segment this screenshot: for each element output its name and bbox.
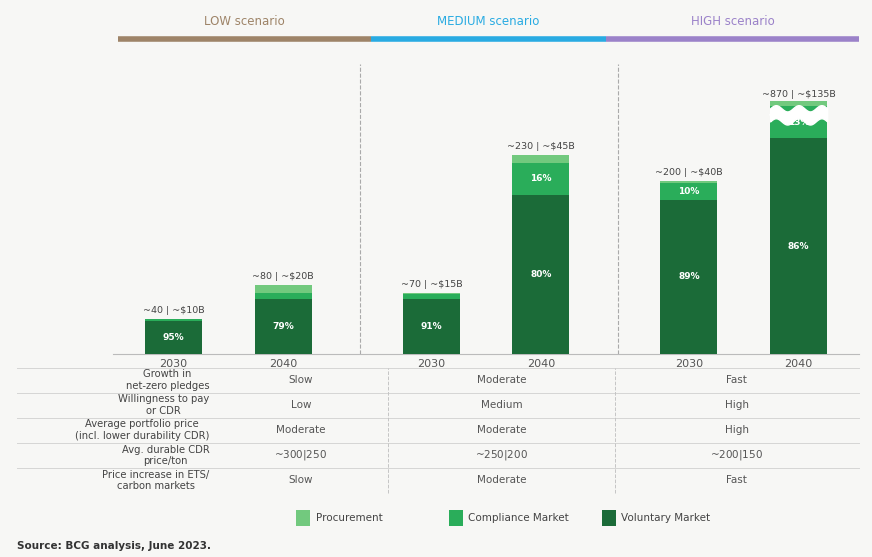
- Text: Slow: Slow: [289, 375, 313, 385]
- Text: ~$250    |    $200: ~$250 | $200: [475, 448, 528, 462]
- Text: ~70 | ~$15B: ~70 | ~$15B: [400, 280, 462, 289]
- Text: Willingness to pay
or CDR: Willingness to pay or CDR: [118, 394, 209, 416]
- Text: LOW scenario: LOW scenario: [204, 15, 284, 28]
- Bar: [255, 285, 312, 293]
- Bar: [403, 293, 460, 294]
- Text: ~$300    |    $250: ~$300 | $250: [275, 448, 327, 462]
- Text: 16%: 16%: [530, 174, 552, 183]
- Text: 89%: 89%: [678, 272, 700, 281]
- Text: Moderate: Moderate: [477, 375, 526, 385]
- Text: ~80 | ~$20B: ~80 | ~$20B: [253, 272, 314, 281]
- Text: ~230 | ~$45B: ~230 | ~$45B: [508, 142, 575, 151]
- Text: Compliance Market: Compliance Market: [468, 513, 569, 523]
- Text: Moderate: Moderate: [477, 426, 526, 435]
- Bar: [770, 101, 828, 106]
- Text: High: High: [725, 400, 749, 410]
- Bar: [660, 181, 718, 183]
- Text: 80%: 80%: [530, 270, 552, 278]
- Bar: [770, 138, 828, 354]
- Text: Procurement: Procurement: [316, 513, 383, 523]
- Text: Moderate: Moderate: [477, 476, 526, 485]
- Text: ~40 | ~$10B: ~40 | ~$10B: [143, 306, 204, 315]
- Text: High: High: [725, 426, 749, 435]
- Text: MEDIUM scenario: MEDIUM scenario: [437, 15, 540, 28]
- Text: 95%: 95%: [163, 333, 185, 342]
- Text: ~$200    |    $150: ~$200 | $150: [711, 448, 763, 462]
- Bar: [255, 299, 312, 354]
- Bar: [513, 195, 569, 354]
- Text: Medium: Medium: [480, 400, 522, 410]
- Text: 91%: 91%: [420, 322, 442, 331]
- Text: Voluntary Market: Voluntary Market: [621, 513, 710, 523]
- Text: Growth in
net-zero pledges: Growth in net-zero pledges: [126, 369, 209, 391]
- Bar: [660, 200, 718, 354]
- Text: Source: BCG analysis, June 2023.: Source: BCG analysis, June 2023.: [17, 541, 211, 551]
- Text: ~870 | ~$135B: ~870 | ~$135B: [762, 90, 835, 99]
- Text: Avg. durable CDR
price/ton: Avg. durable CDR price/ton: [121, 444, 209, 466]
- Bar: [145, 321, 202, 354]
- Text: ~200 | ~$40B: ~200 | ~$40B: [655, 168, 723, 177]
- Text: 13%: 13%: [788, 118, 809, 126]
- Bar: [255, 293, 312, 299]
- Bar: [403, 299, 460, 354]
- Text: Price increase in ETS/
carbon markets: Price increase in ETS/ carbon markets: [102, 470, 209, 491]
- Bar: [513, 155, 569, 163]
- Text: Moderate: Moderate: [276, 426, 325, 435]
- Bar: [145, 319, 202, 321]
- Text: 86%: 86%: [788, 242, 809, 251]
- Bar: [660, 183, 718, 200]
- Text: Slow: Slow: [289, 476, 313, 485]
- Text: 79%: 79%: [272, 322, 294, 331]
- Bar: [513, 163, 569, 195]
- Text: Fast: Fast: [726, 476, 747, 485]
- Text: Average portfolio price
(incl. lower durability CDR): Average portfolio price (incl. lower dur…: [75, 419, 209, 441]
- Bar: [770, 106, 828, 138]
- Text: 10%: 10%: [678, 187, 699, 196]
- Text: Fast: Fast: [726, 375, 747, 385]
- Text: Low: Low: [290, 400, 311, 410]
- Text: HIGH scenario: HIGH scenario: [691, 15, 774, 28]
- Bar: [403, 294, 460, 299]
